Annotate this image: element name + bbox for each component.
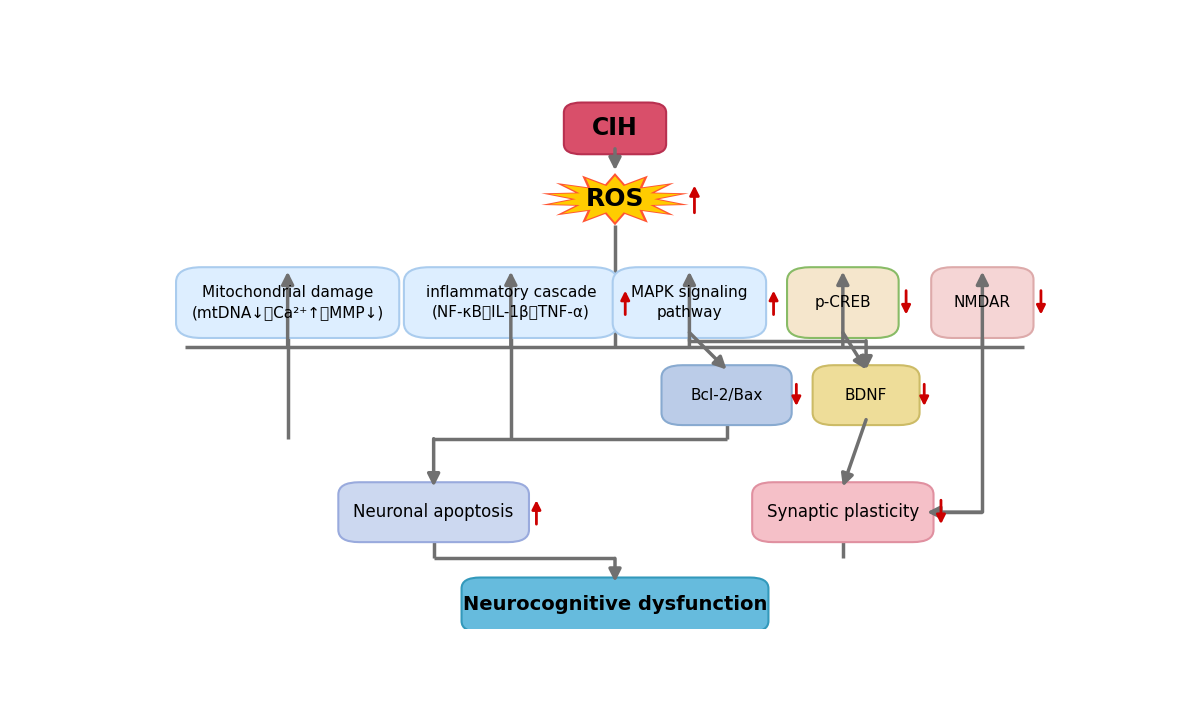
FancyBboxPatch shape bbox=[931, 267, 1033, 338]
Text: CIH: CIH bbox=[592, 117, 638, 141]
Text: Mitochondrial damage
(mtDNA↓、Ca²⁺↑、MMP↓): Mitochondrial damage (mtDNA↓、Ca²⁺↑、MMP↓) bbox=[192, 285, 384, 320]
FancyBboxPatch shape bbox=[787, 267, 899, 338]
FancyBboxPatch shape bbox=[564, 103, 666, 154]
Text: MAPK signaling
pathway: MAPK signaling pathway bbox=[631, 285, 748, 320]
Text: inflammatory cascade
(NF-κB、IL-1β、TNF-α): inflammatory cascade (NF-κB、IL-1β、TNF-α) bbox=[426, 285, 596, 320]
Text: ROS: ROS bbox=[586, 187, 644, 211]
Text: BDNF: BDNF bbox=[845, 387, 887, 403]
Text: Neurocognitive dysfunction: Neurocognitive dysfunction bbox=[463, 595, 767, 614]
Text: Neuronal apoptosis: Neuronal apoptosis bbox=[354, 503, 514, 521]
FancyBboxPatch shape bbox=[338, 482, 529, 542]
FancyBboxPatch shape bbox=[404, 267, 618, 338]
Polygon shape bbox=[550, 176, 680, 222]
Text: p-CREB: p-CREB bbox=[815, 295, 871, 310]
Text: Bcl-2/Bax: Bcl-2/Bax bbox=[690, 387, 763, 403]
FancyBboxPatch shape bbox=[462, 578, 768, 632]
Polygon shape bbox=[541, 173, 689, 226]
FancyBboxPatch shape bbox=[176, 267, 400, 338]
Text: NMDAR: NMDAR bbox=[954, 295, 1010, 310]
FancyBboxPatch shape bbox=[613, 267, 766, 338]
FancyBboxPatch shape bbox=[661, 366, 792, 425]
FancyBboxPatch shape bbox=[752, 482, 934, 542]
FancyBboxPatch shape bbox=[812, 366, 919, 425]
Text: Synaptic plasticity: Synaptic plasticity bbox=[767, 503, 919, 521]
